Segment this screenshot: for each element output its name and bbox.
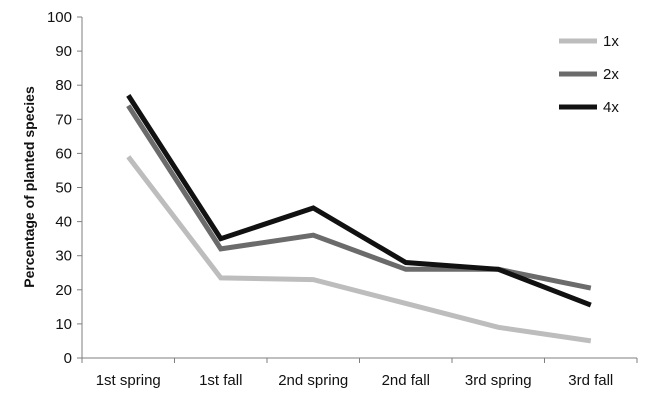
y-tick-label: 30 xyxy=(55,248,72,265)
series-line-2x xyxy=(126,104,592,291)
x-tick-label: 3rd fall xyxy=(568,372,613,389)
y-tick-label: 60 xyxy=(55,145,72,162)
y-tick-label: 50 xyxy=(55,180,72,197)
x-tick-label: 1st fall xyxy=(199,372,242,389)
axes xyxy=(81,17,637,359)
series-line-4x xyxy=(126,94,592,308)
legend-label: 1x xyxy=(603,33,619,50)
y-tick-label: 10 xyxy=(55,316,72,333)
legend-label: 4x xyxy=(603,99,619,116)
x-tick-label: 2nd fall xyxy=(382,372,430,389)
y-tick-label: 20 xyxy=(55,282,72,299)
y-axis-ticks: 0 10 20 30 40 50 60 70 80 90 100 xyxy=(47,9,82,367)
x-tick-label: 3rd spring xyxy=(465,372,532,389)
y-tick-label: 40 xyxy=(55,214,72,231)
x-axis-ticks: 1st spring 1st fall 2nd spring 2nd fall 3rd … xyxy=(81,358,638,389)
legend-label: 2x xyxy=(603,66,619,83)
y-tick-label: 100 xyxy=(47,9,72,26)
y-tick-label: 90 xyxy=(55,43,72,60)
y-tick-label: 70 xyxy=(55,111,72,128)
y-tick-label: 0 xyxy=(64,350,72,367)
y-axis-title: Percentage of planted species xyxy=(21,86,37,288)
y-tick-label: 80 xyxy=(55,77,72,94)
x-tick-label: 1st spring xyxy=(96,372,161,389)
legend: 1x 2x 4x xyxy=(559,33,619,116)
series-line-1x xyxy=(126,155,592,344)
x-tick-label: 2nd spring xyxy=(278,372,348,389)
series-lines xyxy=(126,94,592,344)
